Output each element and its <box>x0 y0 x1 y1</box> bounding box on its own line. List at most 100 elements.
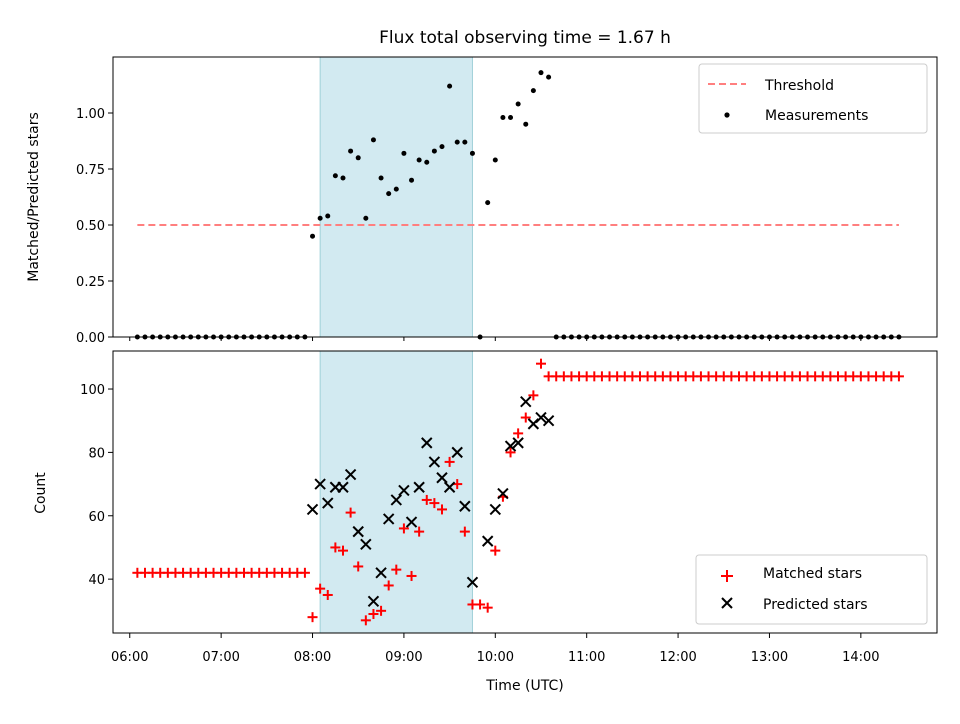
top-x-ticks <box>129 337 862 341</box>
top-axes-frame <box>112 56 938 338</box>
x-tick-label: 06:00 <box>111 650 148 665</box>
measurement-point <box>431 148 437 154</box>
measurement-point <box>363 215 369 221</box>
measurement-point <box>393 186 399 192</box>
predicted-star-marker <box>489 503 502 516</box>
measurement-point <box>485 200 491 206</box>
matched-star-marker <box>368 608 379 619</box>
predicted-star-marker <box>459 500 471 512</box>
matched-star-marker <box>322 589 333 600</box>
legend-matched-swatch <box>721 570 733 582</box>
top-y-axis: 0.00 0.25 0.50 0.75 1.00 <box>76 107 113 346</box>
bottom-y-axis-label: Count <box>33 472 49 514</box>
legend-measurements-label: Measurements <box>765 108 868 124</box>
predicted-star-marker <box>367 595 380 608</box>
measurement-point <box>508 114 514 120</box>
bottom-legend-box <box>695 554 928 625</box>
measurement-point <box>530 88 536 94</box>
matched-star-marker <box>330 542 341 553</box>
predicted-star-marker <box>344 468 357 481</box>
top-legend: Threshold Measurements <box>698 63 928 134</box>
legend-matched-label: Matched stars <box>763 566 862 582</box>
measurement-point <box>416 157 422 163</box>
measurement-point <box>492 157 498 163</box>
matched-star-marker <box>315 583 326 594</box>
predicted-star-marker <box>466 576 479 589</box>
predicted-star-marker <box>421 437 433 449</box>
matched-star-marker <box>505 447 516 458</box>
matched-star-marker <box>893 371 904 382</box>
predicted-star-marker <box>322 497 334 509</box>
matched-star-marker <box>444 456 455 467</box>
predicted-star-marker <box>360 538 372 550</box>
top-y-tick-label: 0.00 <box>76 331 105 346</box>
x-tick-label: 11:00 <box>568 650 605 665</box>
matched-star-marker <box>360 615 371 626</box>
measurement-point <box>500 114 506 120</box>
measurement-point <box>424 159 430 165</box>
x-tick-label: 13:00 <box>751 650 788 665</box>
matched-star-marker <box>528 390 539 401</box>
predicted-star-marker <box>451 446 463 459</box>
predicted-star-marker <box>481 535 494 547</box>
top-panel: 0.00 0.25 0.50 0.75 1.00 Matched/Predicted s… <box>26 56 938 346</box>
matched-star-marker <box>459 526 470 537</box>
x-axis-label: Time (UTC) <box>485 678 563 694</box>
legend-measurements-swatch <box>724 112 730 118</box>
matched-star-marker <box>307 612 318 623</box>
top-legend-box <box>698 63 928 134</box>
matched-star-marker <box>421 494 432 505</box>
measurement-point <box>317 215 323 221</box>
measurement-point <box>386 191 392 197</box>
measurement-point <box>409 177 415 183</box>
x-tick-label: 14:00 <box>842 650 879 665</box>
legend-threshold-label: Threshold <box>764 78 834 94</box>
predicted-star-marker <box>497 487 509 500</box>
measurement-point <box>401 150 407 156</box>
measurement-point <box>538 70 544 76</box>
x-tick-label: 09:00 <box>385 650 422 665</box>
predicted-star-marker <box>352 525 364 538</box>
chart-title: Flux total observing time = 1.67 h <box>379 28 671 48</box>
predicted-star-marker <box>375 567 387 579</box>
bottom-y-axis: 40 60 80 100 <box>80 383 113 588</box>
measurement-point <box>447 83 453 89</box>
measurement-point <box>462 139 468 145</box>
measurement-point <box>332 173 338 179</box>
bottom-legend: Matched stars Predicted stars <box>695 554 928 625</box>
matched-star-marker <box>398 523 409 534</box>
predicted-star-marker <box>413 481 425 493</box>
x-tick-label: 12:00 <box>659 650 696 665</box>
measurement-point <box>348 148 354 154</box>
bottom-panel: 40 60 80 100 06:00 07:00 08:00 09:00 10:00 11:00… <box>33 350 938 694</box>
matched-star-marker <box>414 526 425 537</box>
matched-star-marker <box>535 358 546 369</box>
matched-star-marker <box>520 412 531 423</box>
legend-predicted-label: Predicted stars <box>763 597 868 613</box>
matched-star-marker <box>490 545 501 556</box>
bottom-observing-span <box>319 350 473 634</box>
measurement-point <box>370 137 376 143</box>
bottom-x-axis: 06:00 07:00 08:00 09:00 10:00 11:00 12:00 13:00… <box>111 633 880 665</box>
predicted-star-marker <box>382 513 395 525</box>
x-tick-label: 08:00 <box>294 650 331 665</box>
matched-star-marker <box>513 428 524 439</box>
measurement-point <box>439 144 445 150</box>
predicted-stars-points <box>306 395 555 608</box>
top-y-tick-label: 0.25 <box>76 275 105 290</box>
matched-star-marker <box>482 602 493 613</box>
predicted-star-marker <box>306 503 319 516</box>
measurement-point <box>469 150 475 156</box>
measurement-point <box>378 175 384 181</box>
measurement-point <box>355 155 361 161</box>
matched-star-marker <box>429 498 440 509</box>
x-tick-label: 10:00 <box>477 650 514 665</box>
matched-star-marker <box>337 545 348 556</box>
bottom-y-tick-label: 100 <box>80 383 105 398</box>
predicted-star-marker <box>520 395 532 408</box>
predicted-star-marker <box>390 494 403 506</box>
top-y-tick-label: 0.75 <box>76 163 105 178</box>
bottom-y-tick-label: 80 <box>88 446 105 461</box>
predicted-star-marker <box>337 481 349 493</box>
